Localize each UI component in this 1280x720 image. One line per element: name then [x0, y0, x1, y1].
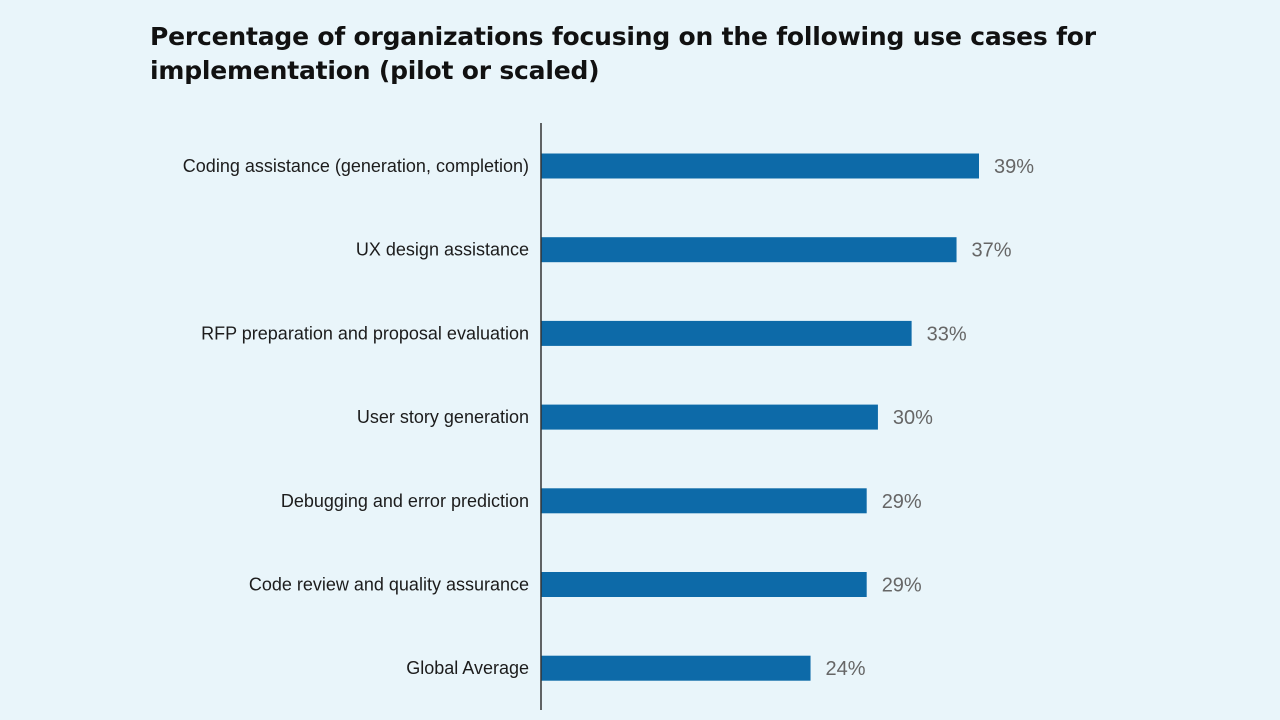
category-label: RFP preparation and proposal evaluation — [201, 323, 529, 343]
bar — [541, 572, 867, 597]
bars-group — [541, 153, 979, 681]
bar — [541, 404, 878, 430]
value-label: 39% — [994, 156, 1034, 178]
value-label: 29% — [882, 575, 922, 597]
bar — [541, 320, 912, 346]
category-label: Debugging and error prediction — [281, 491, 529, 511]
value-label: 30% — [893, 407, 933, 429]
value-label: 33% — [927, 323, 967, 345]
value-labels-group: 39% 37% 33% 30% 29% 29% 24% — [826, 156, 1035, 680]
bar — [541, 488, 867, 514]
chart-title: Percentage of organizations focusing on … — [150, 22, 1096, 85]
category-label: Coding assistance (generation, completio… — [183, 156, 529, 176]
category-labels-group: Coding assistance (generation, completio… — [183, 156, 529, 678]
category-label: UX design assistance — [356, 240, 529, 260]
bar — [541, 655, 811, 681]
value-label: 24% — [826, 658, 866, 680]
category-label: User story generation — [357, 407, 529, 427]
value-label: 37% — [972, 240, 1012, 262]
category-label: Code review and quality assurance — [249, 575, 529, 595]
bar — [541, 153, 979, 179]
value-label: 29% — [882, 491, 922, 513]
bar — [541, 237, 957, 263]
category-label: Global Average — [406, 658, 529, 678]
